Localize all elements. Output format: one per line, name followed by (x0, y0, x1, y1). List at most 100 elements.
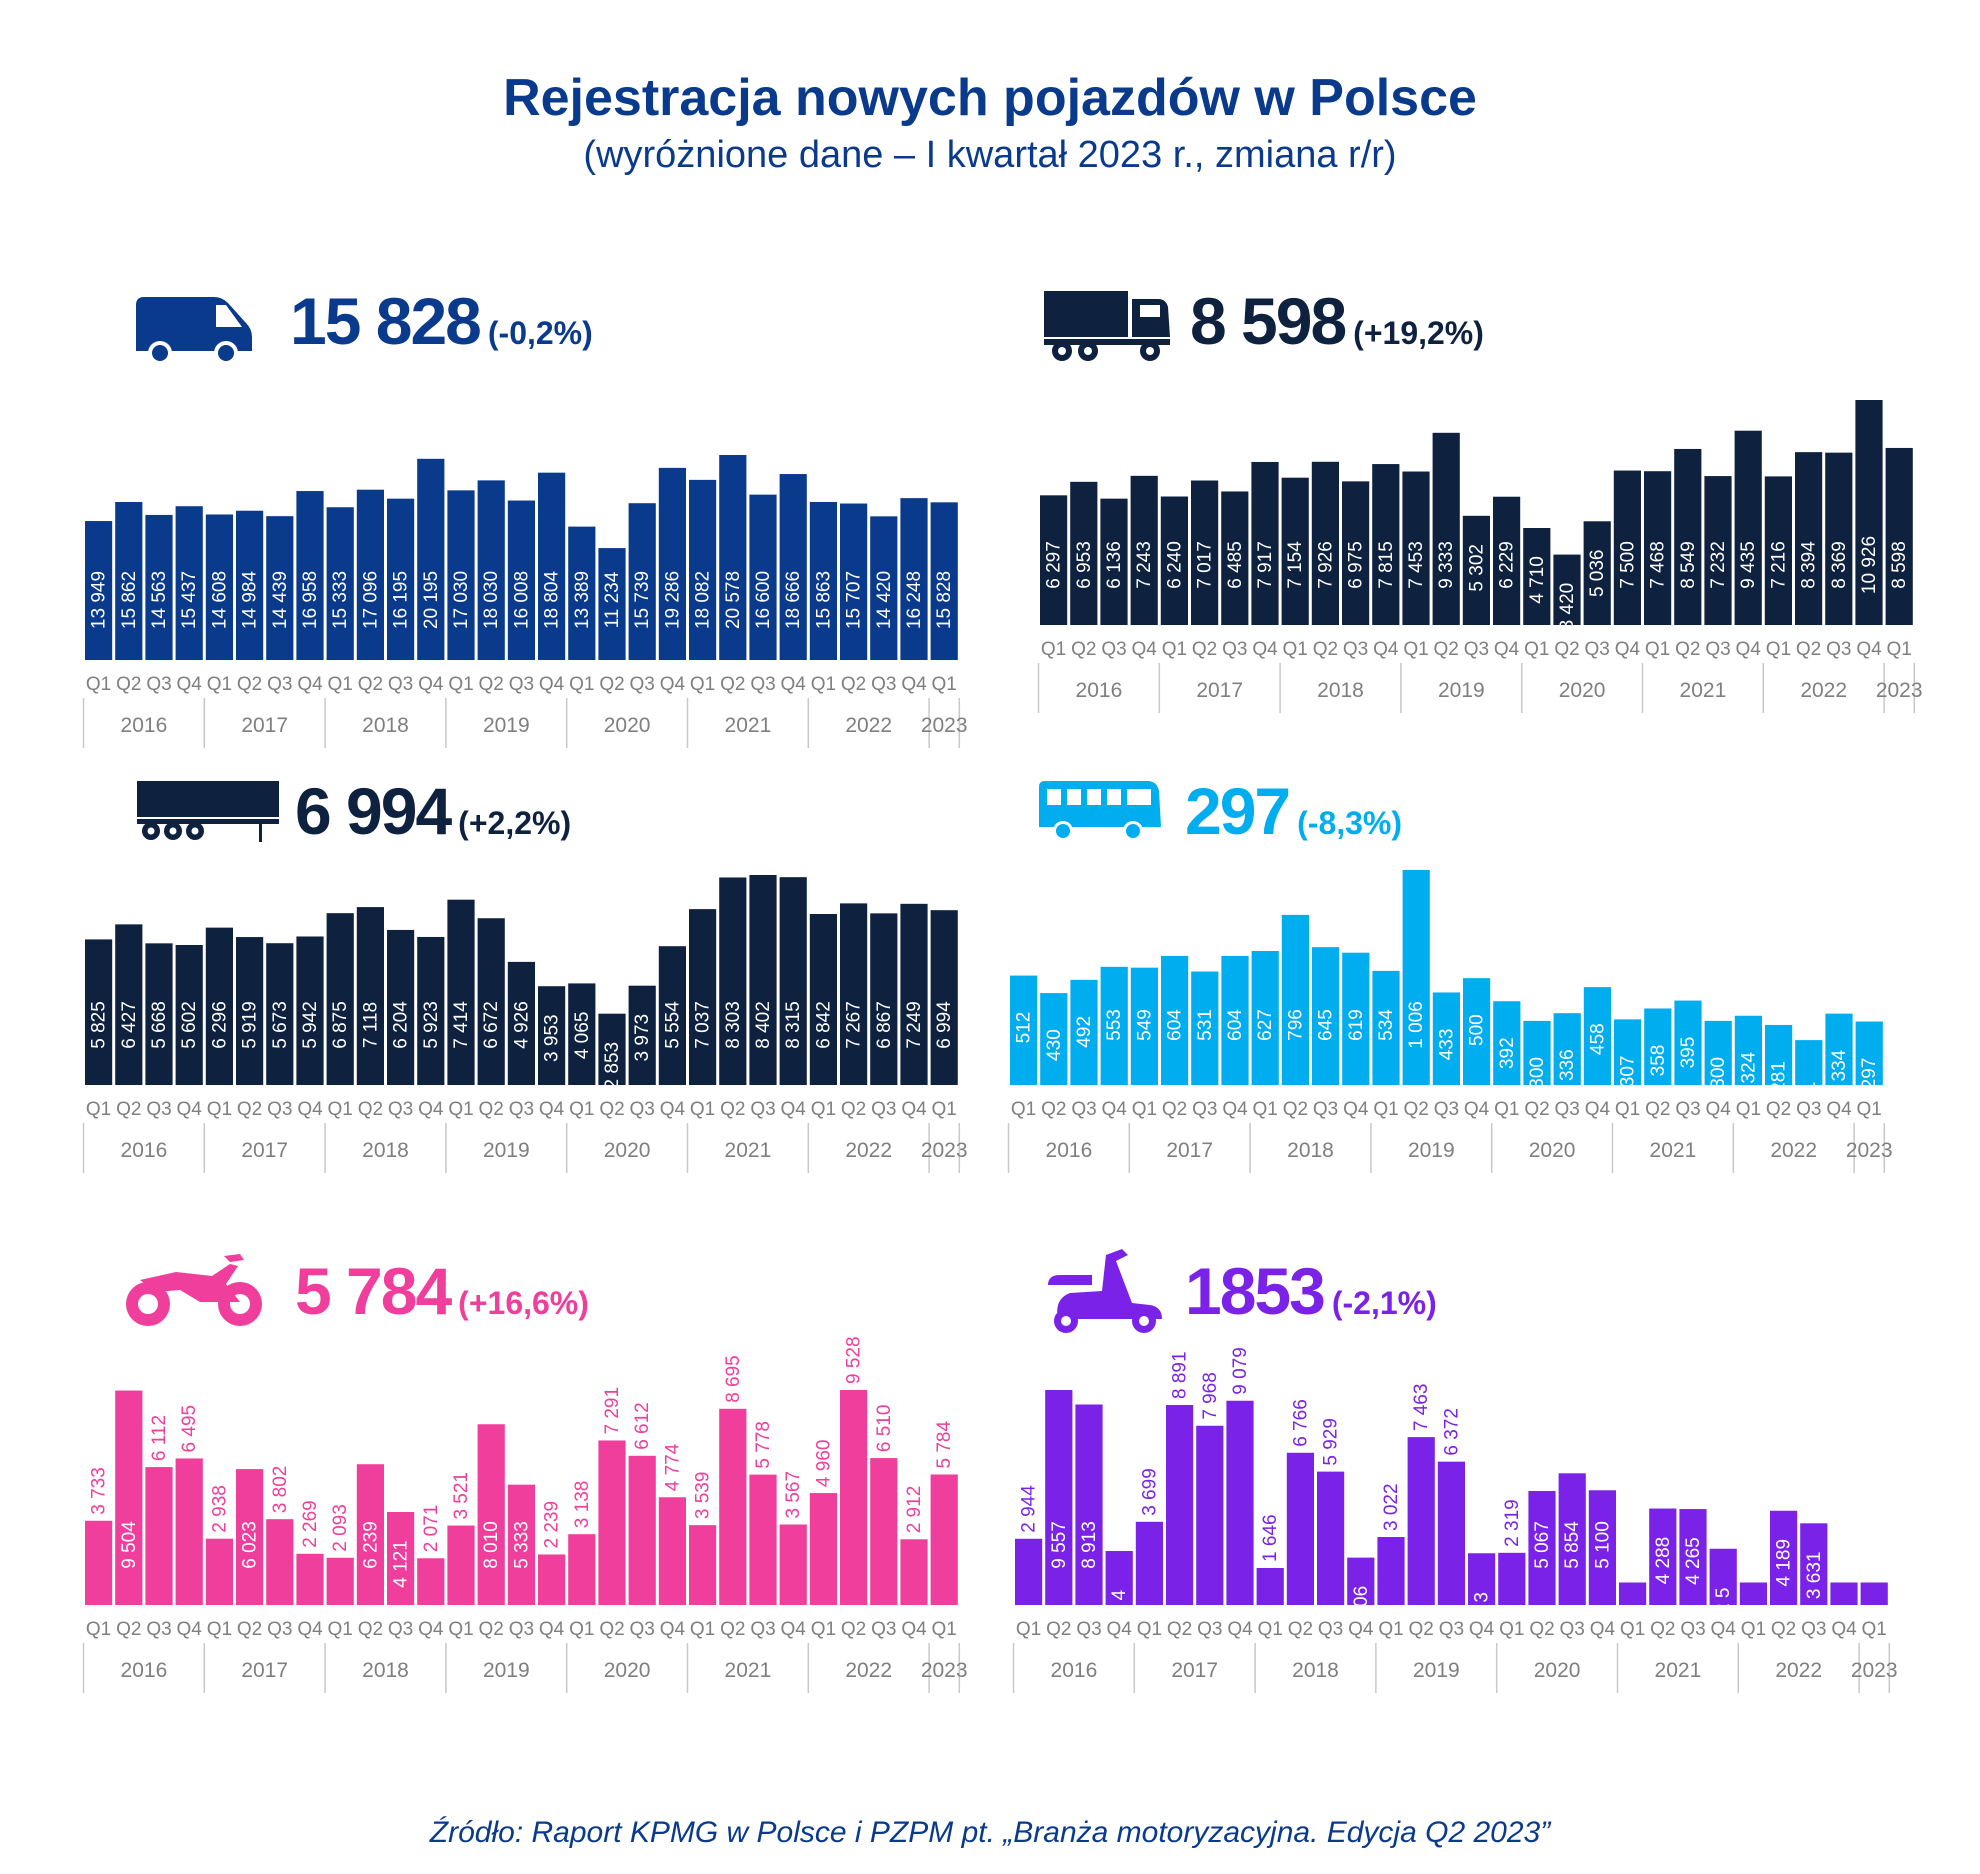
scooter-quarter-label: Q3 (1318, 1619, 1343, 1640)
panel-trailer: 6 994 (+2,2%) 5 825 6 427 5 668 5 602 6 296 5 … (82, 765, 1005, 1185)
bus-quarter-label: Q4 (1706, 1099, 1732, 1120)
bus-bar (1734, 1015, 1762, 1085)
bus-data-label: 796 (1285, 1009, 1306, 1041)
van-year-label: 2020 (604, 714, 651, 737)
trailer-quarter-label: Q4 (418, 1099, 444, 1120)
van-data-label: 14 439 (270, 571, 291, 629)
motorcycle-data-label: 6 023 (240, 1521, 261, 1569)
motorcycle-data-label: 6 495 (179, 1405, 200, 1453)
motorcycle-data-label: 2 912 (904, 1486, 925, 1534)
scooter-bar (1800, 1523, 1828, 1605)
truck-data-label: 7 453 (1406, 541, 1427, 589)
trailer-quarter-label: Q2 (599, 1099, 624, 1120)
van-quarter-label: Q4 (539, 674, 565, 695)
van-quarter-label: Q4 (660, 674, 686, 695)
motorcycle-quarter-label: Q1 (569, 1619, 594, 1640)
motorcycle-quarter-label: Q4 (781, 1619, 807, 1640)
van-bar (538, 472, 566, 660)
truck-quarter-label: Q3 (1464, 639, 1489, 660)
scooter-data-label: 5 067 (1532, 1521, 1553, 1569)
van-quarter-label: Q2 (116, 674, 141, 695)
bus-data-label: 433 (1436, 1029, 1457, 1061)
motorcycle-bar (749, 1474, 777, 1605)
bus-bar (1583, 987, 1611, 1085)
van-headline-value: 15 828 (290, 284, 482, 358)
bus-headline-change: (-8,3%) (1297, 805, 1403, 841)
motorcycle-data-label: 6 239 (360, 1521, 381, 1569)
scooter-quarter-label: Q1 (1741, 1619, 1766, 1640)
bus-quarter-label: Q3 (1675, 1099, 1700, 1120)
bus-bar (1855, 1021, 1883, 1085)
trailer-data-label: 7 249 (904, 1001, 925, 1049)
scooter-year-label: 2017 (1171, 1659, 1218, 1682)
scooter-data-label: 1 646 (1260, 1514, 1281, 1562)
panel-truck: 8 598 (+19,2%) 6 297 6 953 6 136 7 243 6 240 7… (1037, 275, 1940, 735)
motorcycle-quarter-label: Q3 (388, 1619, 413, 1640)
bus-quarter-label: Q1 (1736, 1099, 1761, 1120)
van-quarter-label: Q3 (388, 674, 413, 695)
motorcycle-bar (900, 1539, 928, 1605)
bus-data-label: 549 (1134, 1009, 1155, 1041)
motorcycle-year-label: 2017 (241, 1659, 288, 1682)
motorcycle-quarter-label: Q3 (871, 1619, 896, 1640)
truck-bar (1402, 471, 1430, 625)
motorcycle-data-label: 3 802 (270, 1466, 291, 1514)
motorcycle-quarter-label: Q1 (811, 1619, 836, 1640)
trailer-bar (809, 913, 837, 1085)
van-bar (417, 458, 445, 660)
motorcycle-quarter-label: Q1 (86, 1619, 111, 1640)
truck-quarter-label: Q4 (1736, 639, 1762, 660)
bus-data-label: 336 (1557, 1049, 1578, 1081)
bus-bar (1281, 914, 1309, 1085)
trailer-data-label: 6 204 (391, 1001, 412, 1049)
bus-year-label: 2023 (1846, 1139, 1893, 1162)
van-quarter-label: Q3 (146, 674, 171, 695)
motorcycle-quarter-label: Q3 (750, 1619, 775, 1640)
trailer-bar (538, 986, 566, 1085)
bus-year-label: 2018 (1287, 1139, 1334, 1162)
motorcycle-quarter-label: Q1 (448, 1619, 473, 1640)
truck-quarter-label: Q3 (1705, 639, 1730, 660)
van-quarter-label: Q4 (781, 674, 807, 695)
van-data-label: 17 096 (360, 571, 381, 629)
trailer-year-label: 2019 (483, 1139, 530, 1162)
bus-data-label: 300 (1527, 1057, 1548, 1089)
truck-quarter-label: Q1 (1524, 639, 1549, 660)
scooter-data-label: 1 (1743, 1629, 1764, 1640)
motorcycle-bar (568, 1534, 596, 1605)
van-bar (175, 506, 203, 660)
trailer-data-label: 7 037 (693, 1001, 714, 1049)
trailer-data-label: 4 926 (511, 1001, 532, 1049)
panel-motorcycle: 5 784 (+16,6%) 3 733 9 504 6 112 6 495 2 938 6… (82, 1245, 1005, 1725)
van-year-label: 2018 (362, 714, 409, 737)
motorcycle-chart: 3 733 9 504 6 112 6 495 2 938 6 023 3 802 2 269… (82, 1336, 968, 1693)
scooter-year-label: 2020 (1534, 1659, 1581, 1682)
trailer-quarter-label: Q4 (539, 1099, 565, 1120)
van-bar (779, 474, 807, 660)
bus-quarter-label: Q2 (1404, 1099, 1429, 1120)
truck-bar (1462, 515, 1490, 625)
truck-bar (1432, 432, 1460, 625)
scooter-quarter-label: Q4 (1831, 1619, 1857, 1640)
van-bar (809, 501, 837, 660)
motorcycle-data-label: 2 093 (330, 1504, 351, 1552)
bus-quarter-label: Q3 (1192, 1099, 1217, 1120)
scooter-headline-change: (-2,1%) (1331, 1285, 1437, 1321)
van-bar (749, 494, 777, 660)
truck-headline-value: 8 598 (1190, 284, 1347, 358)
scooter-headline-value: 1853 (1185, 1254, 1326, 1328)
van-bar (598, 548, 626, 660)
trailer-chart: 5 825 6 427 5 668 5 602 6 296 5 919 5 673 5 942… (82, 875, 968, 1173)
van-data-label: 15 863 (813, 571, 834, 629)
bus-data-label: 281 (1769, 1061, 1790, 1093)
scooter-data-label: 8 913 (1079, 1521, 1100, 1569)
truck-bar (1311, 461, 1339, 625)
truck-bar (1885, 447, 1913, 625)
truck-data-label: 6 485 (1225, 541, 1246, 589)
truck-year-label: 2020 (1559, 679, 1606, 702)
bus-quarter-label: Q1 (1494, 1099, 1519, 1120)
scooter-data-label: 5 100 (1592, 1521, 1613, 1569)
van-data-label: 20 578 (723, 571, 744, 629)
scooter-quarter-label: Q3 (1801, 1619, 1826, 1640)
bus-bar (1523, 1020, 1551, 1085)
